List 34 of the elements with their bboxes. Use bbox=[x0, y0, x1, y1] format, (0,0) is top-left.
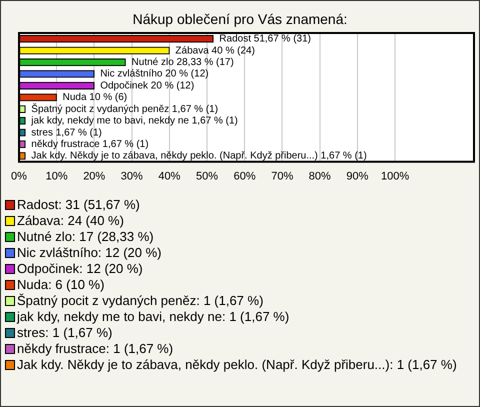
x-tick-label: 80% bbox=[308, 170, 332, 182]
text: někdy frustrace: 1 (1,67 %) bbox=[17, 341, 174, 357]
x-tick-label: 0% bbox=[11, 170, 28, 182]
x-tick-label: 70% bbox=[271, 170, 294, 182]
data-label: Nuda 10 % (6) bbox=[62, 92, 128, 104]
x-tick-label: 60% bbox=[234, 170, 256, 182]
text: stres: 1 (1,67 %) bbox=[17, 325, 112, 341]
data-label: Odpočinek 20 % (12) bbox=[100, 80, 194, 92]
data-label: Radost 51,67 % (31) bbox=[219, 34, 312, 45]
chart-title: Nákup oblečení pro Vás znamená: bbox=[132, 11, 348, 27]
x-tick-label: 10% bbox=[46, 170, 68, 182]
x-tick-label: 90% bbox=[346, 170, 369, 182]
x-tick-label: 30% bbox=[120, 170, 144, 182]
text: Nuda: 6 (10 %) bbox=[17, 277, 104, 293]
data-label: jak kdy, nekdy me to bavi, nekdy ne 1,67 % (1) bbox=[30, 116, 238, 127]
text: Radost: 31 (51,67 %) bbox=[17, 197, 140, 213]
text: Zábava: 24 (40 %) bbox=[17, 213, 124, 229]
text: Nutné zlo: 17 (28,33 %) bbox=[17, 229, 154, 245]
text: jak kdy, nekdy me to bavi, nekdy ne: 1 (1,67 %) bbox=[17, 309, 290, 325]
text: Jak kdy. Někdy je to zábava, někdy peklo. (Např. Když přiberu...): 1 (1,67 %) bbox=[17, 357, 457, 373]
text: Nic zvláštního: 12 (20 %) bbox=[17, 245, 162, 261]
data-label: někdy frustrace 1,67 % (1) bbox=[31, 138, 149, 150]
x-tick-label: 100% bbox=[380, 170, 410, 182]
data-label: Jak kdy. Někdy je to zábava, někdy peklo. (Např. Když přiberu...) 1,67 % (1) bbox=[31, 150, 367, 162]
data-label: Špatný pocit z vydaných peněz 1,67 % (1) bbox=[31, 102, 218, 115]
data-label: Zábava 40 % (24) bbox=[175, 45, 255, 56]
text: Odpočinek: 12 (20 %) bbox=[17, 261, 143, 277]
data-label: Nic zvláštního 20 % (12) bbox=[100, 68, 209, 80]
text: Špatný pocit z vydaných peněz: 1 (1,67 %) bbox=[17, 293, 264, 309]
data-label: Nutné zlo 28,33 % (17) bbox=[132, 57, 234, 68]
data-label: stres 1,67 % (1) bbox=[31, 127, 102, 138]
x-tick-label: 50% bbox=[196, 170, 218, 182]
x-tick-label: 40% bbox=[158, 170, 181, 182]
x-tick-label: 20% bbox=[83, 170, 106, 182]
